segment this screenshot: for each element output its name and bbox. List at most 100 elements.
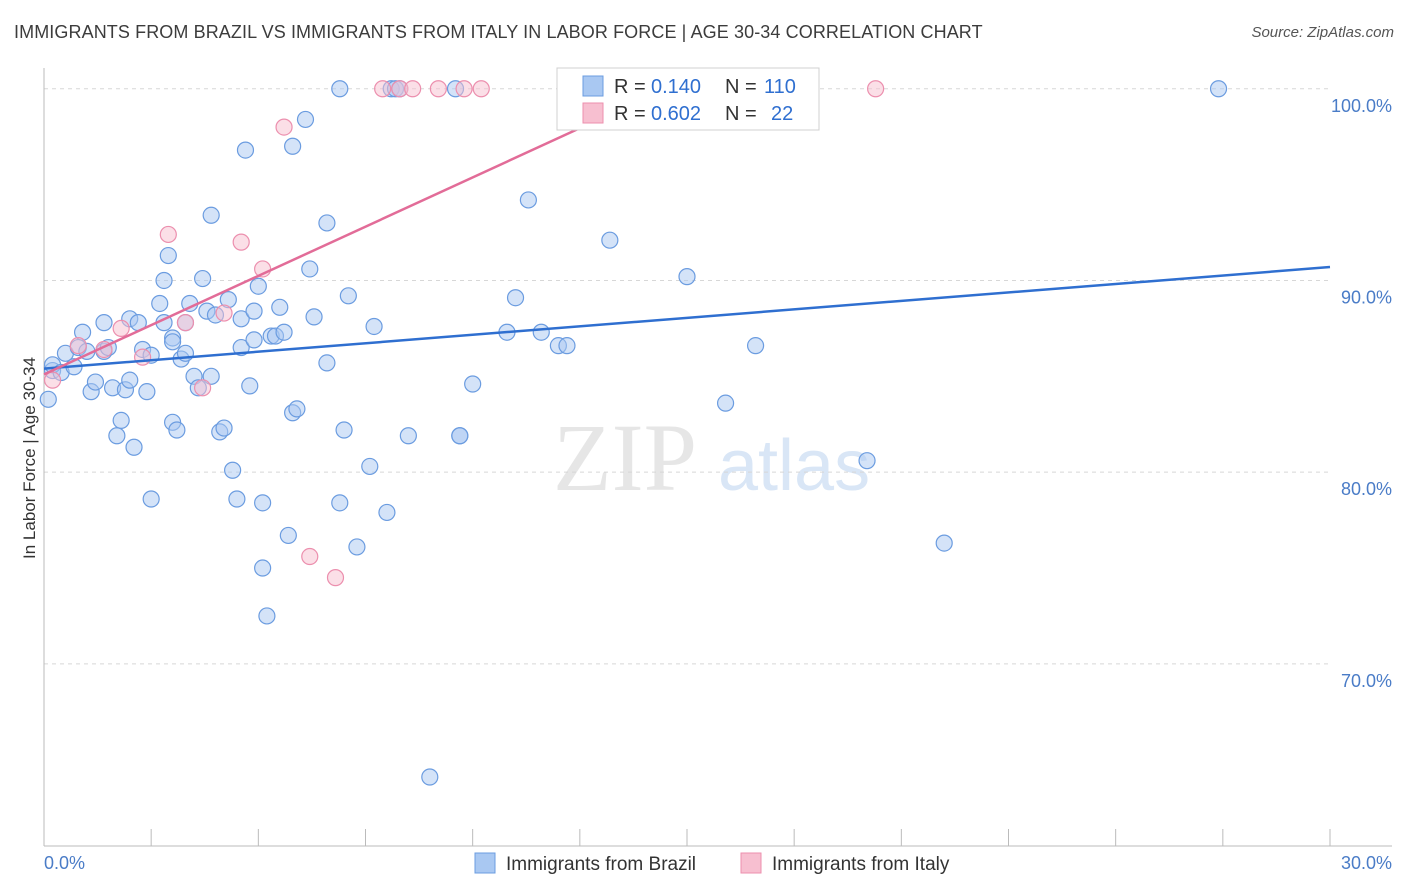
data-point bbox=[236, 141, 255, 159]
watermark-zip: ZIP bbox=[553, 404, 697, 511]
data-point bbox=[326, 569, 345, 587]
data-point bbox=[305, 308, 323, 326]
data-point bbox=[245, 331, 263, 349]
source-credit: Source: ZipAtlas.com bbox=[1251, 24, 1394, 41]
data-point bbox=[254, 494, 272, 512]
legend-n-value-italy: 22 bbox=[771, 103, 793, 125]
bottom-legend-brazil: Immigrants from Brazil bbox=[506, 854, 696, 875]
y-axis-label: In Labor Force | Age 30-34 bbox=[20, 357, 39, 559]
data-point bbox=[348, 538, 366, 556]
data-point bbox=[284, 137, 302, 155]
series-legend: Immigrants from Brazil Immigrants from I… bbox=[474, 852, 950, 875]
legend-r-value-brazil: 0.140 bbox=[651, 76, 701, 98]
watermark: ZIP atlas bbox=[553, 404, 870, 511]
legend-r-value-italy: 0.602 bbox=[651, 103, 701, 125]
data-point bbox=[361, 457, 379, 476]
data-point bbox=[935, 534, 953, 552]
data-point bbox=[43, 371, 62, 389]
data-point bbox=[215, 304, 233, 322]
data-point bbox=[39, 390, 57, 408]
data-point bbox=[867, 80, 885, 98]
legend-r-label-brazil: R = bbox=[614, 76, 646, 98]
data-point bbox=[215, 419, 233, 437]
legend-n-label-brazil: N = bbox=[725, 76, 757, 98]
data-point bbox=[232, 310, 250, 328]
data-point bbox=[159, 225, 177, 244]
data-point bbox=[429, 80, 447, 98]
y-tick-label: 90.0% bbox=[1341, 287, 1392, 307]
data-point bbox=[164, 333, 182, 351]
data-point bbox=[249, 277, 267, 295]
data-point bbox=[331, 494, 349, 512]
data-point bbox=[254, 559, 272, 577]
data-point bbox=[271, 298, 289, 316]
data-point bbox=[858, 452, 876, 470]
data-point bbox=[228, 490, 246, 508]
data-point bbox=[451, 427, 469, 445]
data-point bbox=[601, 231, 619, 249]
data-point bbox=[421, 768, 439, 786]
trend-line-brazil bbox=[43, 265, 1331, 370]
legend-r-label-italy: R = bbox=[614, 103, 646, 125]
data-point bbox=[374, 80, 392, 98]
data-point bbox=[455, 80, 473, 98]
data-point bbox=[746, 337, 765, 355]
trend-lines bbox=[43, 87, 1331, 376]
x-tick-label-min: 0.0% bbox=[44, 853, 85, 873]
data-point bbox=[399, 427, 417, 445]
data-point bbox=[301, 547, 319, 566]
data-point bbox=[155, 271, 173, 290]
bottom-legend-swatch-italy bbox=[740, 852, 762, 874]
data-point bbox=[112, 319, 130, 337]
data-point bbox=[176, 314, 195, 332]
data-point bbox=[202, 367, 220, 385]
data-point bbox=[378, 503, 396, 522]
data-point bbox=[245, 302, 263, 320]
gridlines bbox=[44, 88, 1330, 665]
data-point bbox=[151, 294, 169, 313]
data-point bbox=[301, 260, 319, 278]
bottom-legend-swatch-brazil bbox=[474, 852, 496, 874]
data-point bbox=[232, 233, 250, 251]
data-point bbox=[159, 246, 177, 265]
data-point bbox=[194, 379, 212, 397]
y-tick-label: 80.0% bbox=[1341, 479, 1392, 499]
data-point bbox=[519, 191, 537, 209]
data-point bbox=[275, 323, 293, 341]
y-tick-label: 100.0% bbox=[1331, 96, 1392, 116]
data-point bbox=[331, 80, 349, 98]
data-point bbox=[121, 371, 139, 389]
data-point bbox=[339, 287, 357, 305]
data-point bbox=[112, 411, 130, 430]
legend-n-label-italy: N = bbox=[725, 103, 757, 125]
bottom-legend-italy: Immigrants from Italy bbox=[772, 854, 950, 875]
data-point bbox=[241, 377, 259, 395]
data-point bbox=[558, 337, 576, 355]
data-point bbox=[95, 314, 113, 332]
data-point bbox=[275, 118, 293, 136]
data-point bbox=[335, 421, 353, 439]
data-point bbox=[678, 268, 696, 286]
data-point bbox=[404, 80, 422, 98]
data-point bbox=[318, 354, 336, 372]
legend-swatch-brazil bbox=[582, 75, 604, 97]
legend-swatch-italy bbox=[582, 102, 604, 124]
y-axis-tick-labels: 70.0% 80.0% 90.0% 100.0% bbox=[1331, 96, 1392, 691]
data-point bbox=[69, 337, 87, 355]
x-axis-ticks bbox=[43, 829, 1331, 846]
axes bbox=[43, 68, 1392, 847]
data-point bbox=[133, 348, 152, 366]
data-point bbox=[464, 375, 482, 393]
data-point bbox=[194, 269, 212, 288]
data-point bbox=[532, 323, 550, 341]
data-point bbox=[168, 421, 186, 439]
data-point bbox=[472, 80, 490, 98]
data-point bbox=[288, 400, 306, 418]
data-point bbox=[1209, 80, 1228, 98]
data-point bbox=[716, 394, 735, 412]
stats-legend: R = 0.140 N = 110 R = 0.602 N = 22 bbox=[556, 67, 820, 131]
data-point bbox=[224, 461, 242, 479]
data-point bbox=[296, 110, 315, 129]
data-point bbox=[125, 438, 143, 456]
